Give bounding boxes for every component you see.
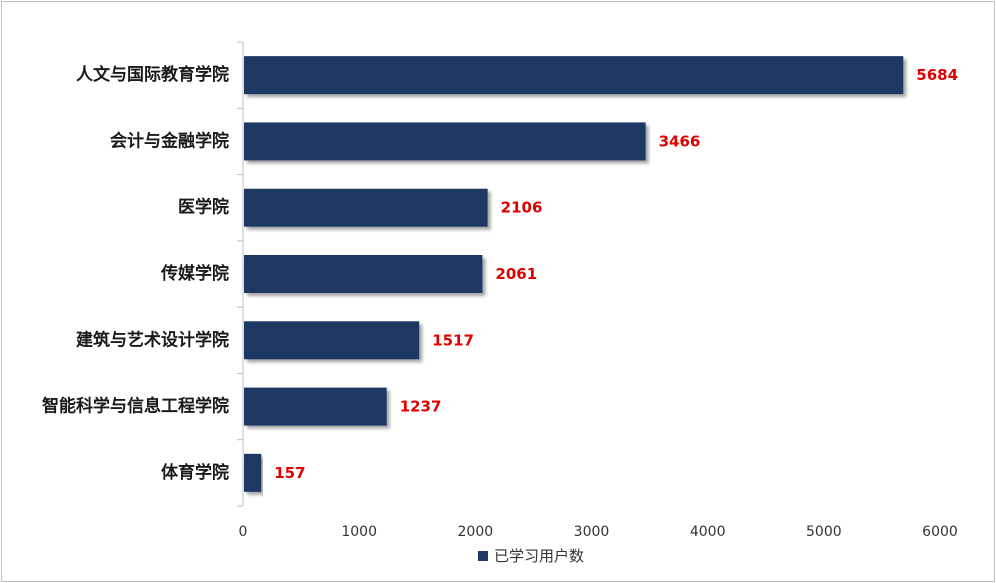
data-label: 1237	[400, 398, 442, 416]
bar	[244, 255, 483, 293]
category-label: 医学院	[178, 197, 229, 218]
category-label: 会计与金融学院	[110, 130, 229, 151]
legend: 已学习用户数	[478, 547, 584, 565]
data-label: 5684	[916, 66, 958, 84]
x-tick-label: 5000	[806, 524, 842, 540]
x-tick-label: 0	[239, 524, 248, 540]
bar	[244, 122, 646, 161]
x-tick-label: 4000	[690, 524, 726, 540]
category-label: 建筑与艺术设计学院	[76, 329, 229, 350]
axis-layer: 0 1000 2000 3000 4000 5000 6000	[237, 41, 958, 540]
bars-layer	[244, 56, 904, 492]
legend-swatch	[478, 551, 488, 561]
x-tick-label: 2000	[458, 524, 494, 540]
bar	[244, 56, 904, 95]
legend-label: 已学习用户数	[494, 547, 584, 565]
category-label: 人文与国际教育学院	[76, 64, 229, 85]
data-label: 2061	[495, 265, 537, 283]
category-label: 传媒学院	[160, 263, 229, 284]
category-label: 智能科学与信息工程学院	[42, 396, 229, 417]
bar	[244, 453, 262, 492]
x-tick-label: 1000	[341, 524, 377, 540]
data-label: 157	[274, 464, 305, 482]
data-label: 2106	[501, 199, 543, 217]
labels-layer: 人文与国际教育学院 5684 会计与金融学院 3466 医学院 2106 传媒学院 2061 建…	[42, 64, 958, 483]
data-label: 3466	[659, 132, 701, 150]
data-label: 1517	[432, 331, 474, 349]
category-label: 体育学院	[161, 462, 229, 483]
bar	[244, 387, 387, 426]
x-tick-label: 6000	[922, 524, 958, 540]
x-tick-label: 3000	[574, 524, 610, 540]
bar	[244, 321, 420, 360]
bar	[244, 188, 488, 227]
